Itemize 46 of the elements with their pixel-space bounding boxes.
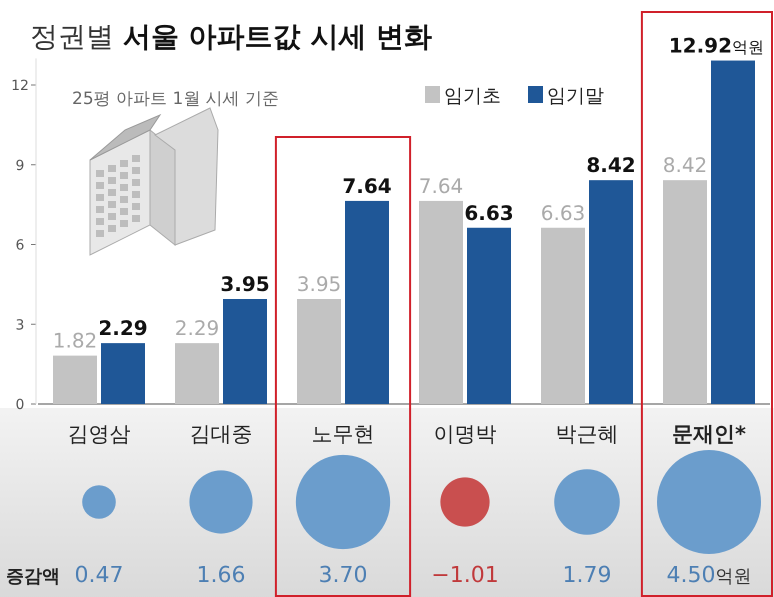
data-label: 12.92억원 (668, 34, 764, 58)
y-tick-label: 6 (16, 238, 25, 254)
data-label: 7.64 (342, 174, 392, 198)
y-tick-label: 0 (16, 397, 24, 413)
data-label: 1.79 (562, 563, 612, 588)
y-tick-label: 12 (11, 78, 29, 94)
data-label: 7.64 (418, 174, 464, 198)
bar (663, 180, 707, 404)
x-tick-label: 김영삼 (68, 422, 130, 446)
text: 증감액 (6, 566, 60, 587)
legend-label: 임기초 (444, 85, 501, 107)
data-label: 4.50억원 (666, 563, 752, 588)
data-label: 6.63 (464, 200, 514, 225)
bar (175, 343, 219, 404)
bar (223, 298, 267, 404)
chart-title: 정권별 서울 아파트값 시세 변화 (30, 20, 432, 53)
bar (53, 356, 97, 404)
bar (345, 200, 389, 404)
y-tick-label: 3 (16, 317, 24, 334)
bar (467, 228, 511, 404)
x-tick-label: 노무현 (312, 422, 374, 446)
data-label: 1.82 (52, 328, 98, 353)
y-tick-label: 9 (16, 158, 24, 174)
x-tick-label: 문재인* (672, 422, 746, 446)
bar (419, 200, 463, 404)
data-label: 2.29 (174, 316, 220, 340)
data-label: 8.42 (586, 153, 636, 178)
bar (589, 180, 633, 404)
data-label: 6.63 (540, 200, 586, 225)
x-tick-label: 김대중 (190, 422, 252, 446)
data-label: −1.01 (431, 563, 499, 588)
x-tick-label: 박근혜 (556, 422, 618, 446)
bar (711, 60, 755, 404)
text: 25평 아파트 1월 시세 기준 (72, 89, 280, 109)
data-label: 2.29 (98, 316, 148, 340)
data-label: 8.42 (662, 153, 708, 178)
legend-label: 임기말 (547, 85, 604, 107)
data-label: 3.70 (318, 563, 368, 588)
data-label: 1.66 (196, 563, 246, 588)
data-label: 3.95 (296, 272, 342, 296)
x-tick-label: 이명박 (434, 422, 496, 446)
bar (101, 343, 145, 404)
data-label: 0.47 (74, 563, 124, 588)
bar (541, 228, 585, 404)
data-label: 3.95 (220, 272, 270, 296)
bar (297, 298, 341, 404)
